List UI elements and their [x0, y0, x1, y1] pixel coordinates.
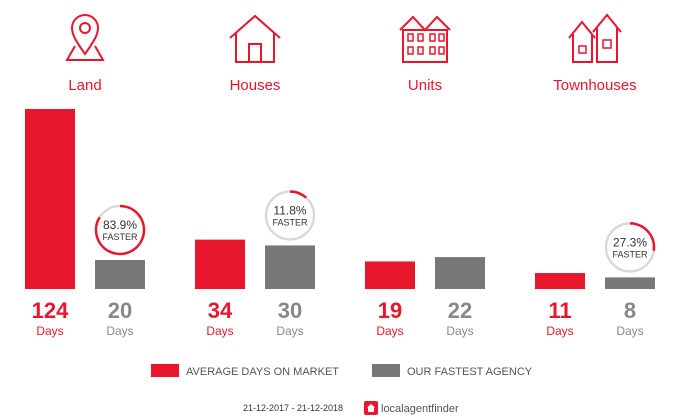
- value-label-townhouses-average: 11: [548, 298, 571, 323]
- unit-label-land-average: Days: [36, 324, 63, 338]
- value-label-houses-average: 34: [208, 298, 233, 323]
- bar-units-fastest: [435, 257, 485, 289]
- bar-townhouses-fastest: [605, 277, 655, 289]
- badge-progress-arc: [629, 222, 656, 252]
- badge-progress-arc: [94, 204, 146, 256]
- brand-logo-icon: [364, 401, 378, 415]
- unit-label-houses-average: Days: [206, 324, 233, 338]
- bar-land-fastest: [95, 259, 145, 289]
- date-range: 21-12-2017 - 21-12-2018: [243, 403, 343, 413]
- unit-label-units-average: Days: [376, 324, 403, 338]
- category-label-units: Units: [408, 77, 442, 94]
- faster-badge-houses: 11.8%FASTER: [264, 190, 316, 241]
- badge-faster-word: FASTER: [272, 217, 308, 227]
- units-building-icon: [399, 15, 451, 63]
- category-labels: Land Houses Units Townhouses: [68, 77, 636, 94]
- house-icon: [229, 14, 281, 63]
- townhouses-icon: [568, 13, 622, 63]
- value-label-houses-fastest: 30: [278, 298, 302, 323]
- legend-label-average: AVERAGE DAYS ON MARKET: [186, 366, 339, 378]
- legend-label-fastest: OUR FASTEST AGENCY: [407, 366, 533, 378]
- bar-houses-fastest: [265, 245, 315, 289]
- bar-land-average: [25, 109, 75, 289]
- value-label-land-fastest: 20: [108, 298, 132, 323]
- badge-faster-word: FASTER: [612, 249, 648, 259]
- value-labels: 124Days20Days34Days30Days19Days22Days11D…: [32, 298, 644, 338]
- faster-badge-land: 83.9%FASTER: [94, 204, 146, 256]
- value-label-units-average: 19: [378, 298, 402, 323]
- category-label-townhouses: Townhouses: [553, 77, 636, 94]
- category-label-houses: Houses: [230, 77, 281, 94]
- badge-percent: 83.9%: [103, 218, 137, 232]
- bar-townhouses-average: [535, 273, 585, 289]
- value-label-units-fastest: 22: [448, 298, 472, 323]
- footer: 21-12-2017 - 21-12-2018 localagentfinder: [243, 401, 459, 415]
- category-label-land: Land: [68, 77, 101, 94]
- value-label-townhouses-fastest: 8: [624, 298, 636, 323]
- value-label-land-average: 124: [32, 298, 69, 323]
- unit-label-townhouses-fastest: Days: [616, 324, 643, 338]
- legend: AVERAGE DAYS ON MARKET OUR FASTEST AGENC…: [151, 364, 533, 378]
- unit-label-houses-fastest: Days: [276, 324, 303, 338]
- faster-badge-townhouses: 27.3%FASTER: [604, 222, 656, 273]
- badge-progress-arc: [289, 190, 308, 199]
- badge-faster-word: FASTER: [102, 232, 138, 242]
- unit-label-townhouses-average: Days: [546, 324, 573, 338]
- bar-units-average: [365, 261, 415, 289]
- location-pin-icon: [65, 14, 105, 61]
- badge-percent: 11.8%: [273, 203, 306, 217]
- legend-swatch-fastest: [372, 364, 400, 377]
- brand-name: localagentfinder: [381, 403, 459, 415]
- bars: [25, 109, 655, 289]
- category-icons: [65, 13, 622, 63]
- badge-percent: 27.3%: [613, 235, 647, 249]
- bar-houses-average: [195, 239, 245, 289]
- unit-label-land-fastest: Days: [106, 324, 133, 338]
- unit-label-units-fastest: Days: [446, 324, 473, 338]
- legend-swatch-average: [151, 364, 179, 377]
